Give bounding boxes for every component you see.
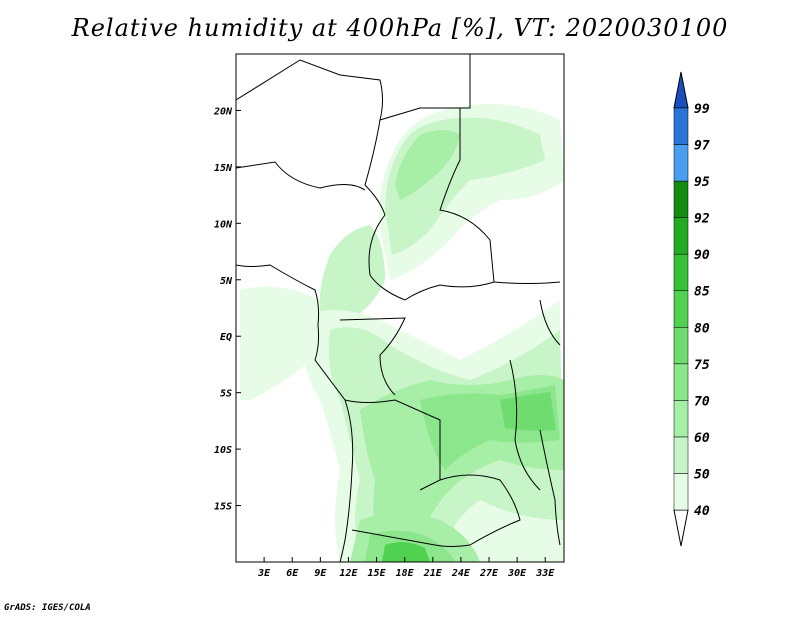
colorbar-label: 85 [694, 285, 710, 300]
colorbar-label: 60 [694, 431, 710, 446]
lon-tick-label: 12E [339, 568, 358, 579]
colorbar-box [673, 107, 689, 145]
longitude-axis: 3E 6E 9E 12E 15E 18E 21E 24E 27E 30E 33E [257, 557, 555, 579]
lon-tick-label: 33E [535, 568, 555, 579]
lon-tick-label: 30E [507, 568, 527, 579]
colorbar-label: 99 [694, 102, 710, 117]
lat-tick-label: EQ [220, 332, 232, 343]
grads-credit: GrADS: IGES/COLA [4, 603, 91, 613]
lon-tick-label: 6E [286, 568, 299, 579]
colorbar-labels: 40 50 60 70 75 80 85 90 92 95 97 99 [694, 102, 710, 519]
lat-tick-label: 5S [220, 389, 232, 400]
lat-tick-label: 10N [214, 219, 233, 230]
colorbar-boxes [673, 71, 689, 547]
lon-tick-label: 15E [368, 568, 387, 579]
lon-tick-label: 9E [314, 568, 327, 579]
colorbar-label: 92 [694, 212, 710, 227]
colorbar-label: 70 [694, 394, 710, 409]
colorbar-box [673, 144, 689, 182]
lon-tick-label: 3E [257, 568, 271, 579]
lat-tick-label: 20N [213, 106, 233, 117]
colorbar-box [673, 436, 689, 474]
lon-tick-label: 18E [396, 568, 415, 579]
colorbar-box [673, 327, 689, 365]
colorbar-box [673, 180, 689, 218]
lat-tick-label: 10S [214, 445, 232, 456]
colorbar-label: 97 [694, 139, 710, 154]
country-borders [236, 54, 561, 562]
colorbar-upper-arrow [673, 71, 689, 109]
colorbar-box [673, 217, 689, 255]
latitude-axis: 20N 15N 10N 5N EQ 5S 10S 15S [213, 106, 241, 513]
lat-tick-label: 15S [214, 502, 232, 513]
plot-title: Relative humidity at 400hPa [%], VT: 202… [71, 14, 729, 42]
colorbar-lower-arrow [673, 509, 689, 547]
colorbar-box [673, 363, 689, 401]
colorbar-box [673, 473, 689, 511]
colorbar-box [673, 400, 689, 438]
colorbar-label: 40 [694, 504, 710, 519]
colorbar-label: 75 [694, 358, 710, 373]
colorbar-label: 90 [694, 248, 710, 263]
colorbar-box [673, 253, 689, 291]
lon-tick-label: 24E [451, 568, 471, 579]
lat-tick-label: 15N [214, 163, 233, 174]
colorbar-box [673, 290, 689, 328]
lon-tick-label: 21E [423, 568, 443, 579]
colorbar-label: 80 [694, 321, 710, 336]
map-frame [235, 53, 565, 563]
colorbar-label: 95 [694, 175, 710, 190]
humidity-shading [240, 104, 564, 562]
lat-tick-label: 5N [220, 276, 233, 287]
lon-tick-label: 27E [479, 568, 499, 579]
colorbar-label: 50 [694, 467, 710, 482]
